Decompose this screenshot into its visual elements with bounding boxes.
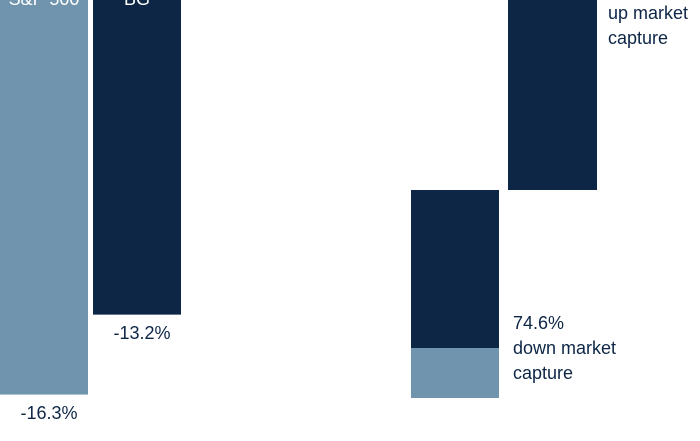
value-label: -16.3% (20, 402, 78, 423)
value-label: -13.2% (113, 322, 171, 343)
annotation: 74.6% (513, 313, 565, 333)
bar (93, 0, 181, 315)
annotation: up market (608, 3, 689, 23)
series-name: BG (93, 0, 181, 10)
bar (0, 0, 88, 395)
annotation: down market (513, 338, 617, 358)
annotation: capture (513, 363, 574, 383)
series-name: S&P 500 (0, 0, 88, 10)
capture-bar (411, 190, 499, 348)
capture-bar (508, 0, 597, 190)
capture-bar (411, 348, 499, 398)
annotation: capture (608, 28, 669, 48)
